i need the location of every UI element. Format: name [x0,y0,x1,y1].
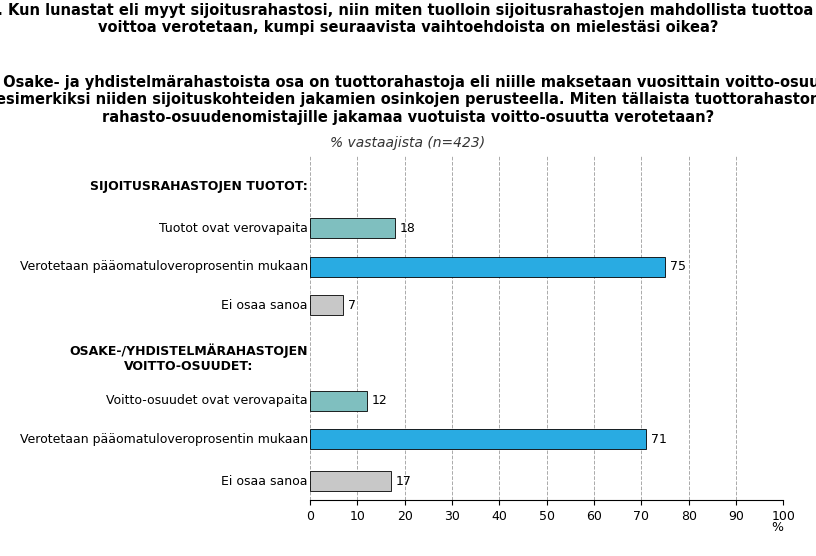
Bar [310,257,665,277]
Text: 75: 75 [670,260,685,273]
Text: 24. Kun lunastat eli myyt sijoitusrahastosi, niin miten tuolloin sijoitusrahasto: 24. Kun lunastat eli myyt sijoitusrahast… [0,3,816,35]
Text: 18: 18 [400,222,416,235]
Text: Verotetaan pääomatuloveroprosentin mukaan: Verotetaan pääomatuloveroprosentin mukaa… [20,433,308,445]
Text: Voitto-osuudet ovat verovapaita: Voitto-osuudet ovat verovapaita [106,394,308,408]
Bar [310,429,646,449]
Bar [310,391,367,411]
Text: 17: 17 [395,475,411,488]
Text: 71: 71 [651,433,667,445]
Bar [310,295,344,315]
Text: 25. Osake- ja yhdistelmärahastoista osa on tuottorahastoja eli niille maksetaan : 25. Osake- ja yhdistelmärahastoista osa … [0,75,816,125]
Text: 7: 7 [348,299,356,311]
Text: %: % [771,521,783,534]
Text: SIJOITUSRAHASTOJEN TUOTOT:: SIJOITUSRAHASTOJEN TUOTOT: [90,180,308,193]
Text: Verotetaan pääomatuloveroprosentin mukaan: Verotetaan pääomatuloveroprosentin mukaa… [20,260,308,273]
Bar [310,471,391,491]
Text: Tuotot ovat verovapaita: Tuotot ovat verovapaita [159,222,308,235]
Bar [310,219,395,239]
Text: Ei osaa sanoa: Ei osaa sanoa [221,299,308,311]
Text: OSAKE-/YHDISTELMÄRAHASTOJEN
VOITTO-OSUUDET:: OSAKE-/YHDISTELMÄRAHASTOJEN VOITTO-OSUUD… [69,344,308,374]
Text: Ei osaa sanoa: Ei osaa sanoa [221,475,308,488]
Text: % vastaajista (n=423): % vastaajista (n=423) [330,136,486,150]
Text: 12: 12 [371,394,388,408]
